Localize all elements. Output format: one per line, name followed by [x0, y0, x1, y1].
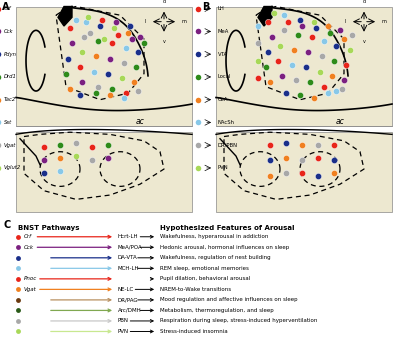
Text: DR/PBN: DR/PBN [218, 143, 238, 148]
Text: m: m [182, 19, 187, 24]
Text: NAcSh: NAcSh [218, 120, 235, 125]
Text: Hcrt-LH: Hcrt-LH [118, 234, 139, 239]
Text: v: v [362, 39, 366, 44]
Text: Mood regulation and affective influences on sleep: Mood regulation and affective influences… [160, 298, 298, 302]
Text: Vgat: Vgat [4, 143, 16, 148]
Text: MeA: MeA [218, 29, 229, 34]
FancyBboxPatch shape [16, 7, 192, 126]
Text: VTA: VTA [218, 52, 228, 57]
Text: MeA/POA: MeA/POA [118, 245, 143, 250]
Text: Vgat: Vgat [24, 287, 37, 292]
Text: CeA: CeA [218, 97, 228, 102]
Text: Hedonic arousal, hormonal influences on sleep: Hedonic arousal, hormonal influences on … [160, 245, 289, 250]
Text: Crf: Crf [24, 234, 32, 239]
Text: Vglut2: Vglut2 [4, 165, 21, 171]
Polygon shape [58, 7, 72, 26]
Text: NE-LC: NE-LC [118, 287, 134, 292]
Text: v: v [162, 39, 166, 44]
Text: PBN: PBN [118, 319, 129, 323]
Text: m: m [382, 19, 387, 24]
Text: LH: LH [218, 6, 225, 11]
Text: Cck: Cck [4, 29, 14, 34]
Text: d: d [162, 0, 166, 4]
FancyBboxPatch shape [216, 7, 392, 126]
Text: A: A [2, 2, 10, 12]
Text: Pnoc: Pnoc [24, 276, 37, 281]
FancyBboxPatch shape [216, 132, 392, 212]
Text: Sst: Sst [4, 120, 12, 125]
Text: Tac2: Tac2 [4, 97, 16, 102]
Text: Pupil dilation, behavioral arousal: Pupil dilation, behavioral arousal [160, 276, 250, 281]
Text: Metabolism, thermoregulation, and sleep: Metabolism, thermoregulation, and sleep [160, 308, 274, 313]
Text: Cck: Cck [24, 245, 34, 250]
Text: Pdyn: Pdyn [4, 52, 17, 57]
Text: C: C [4, 220, 11, 230]
Text: Wakefulness, hyperarousal in addiction: Wakefulness, hyperarousal in addiction [160, 234, 268, 239]
Text: Stress-induced insomnia: Stress-induced insomnia [160, 329, 228, 334]
Text: Local: Local [218, 74, 232, 79]
Text: DR/PAG: DR/PAG [118, 298, 139, 302]
FancyBboxPatch shape [16, 132, 192, 212]
Text: Hypothesized Features of Arousal: Hypothesized Features of Arousal [160, 225, 294, 231]
Text: d: d [362, 0, 366, 4]
Text: Respiration during sleep, stress-induced hyperventilation: Respiration during sleep, stress-induced… [160, 319, 317, 323]
Text: Drd1: Drd1 [4, 74, 17, 79]
Text: DA-VTA: DA-VTA [118, 255, 138, 260]
Text: BNST Pathways: BNST Pathways [18, 225, 80, 231]
Text: REM sleep, emotional memories: REM sleep, emotional memories [160, 266, 249, 271]
Text: PVN: PVN [218, 165, 229, 171]
Text: ac: ac [336, 117, 345, 126]
Text: Arc/DMH: Arc/DMH [118, 308, 142, 313]
Text: l: l [345, 19, 346, 24]
Text: MCH-LH: MCH-LH [118, 266, 140, 271]
Text: Wakefulness, regulation of nest building: Wakefulness, regulation of nest building [160, 255, 271, 260]
Text: Crf: Crf [4, 6, 12, 11]
Polygon shape [258, 7, 272, 26]
Text: NREM-to-Wake transitions: NREM-to-Wake transitions [160, 287, 231, 292]
Text: l: l [145, 19, 146, 24]
Text: PVN: PVN [118, 329, 129, 334]
Text: ac: ac [136, 117, 145, 126]
Text: B: B [202, 2, 209, 12]
